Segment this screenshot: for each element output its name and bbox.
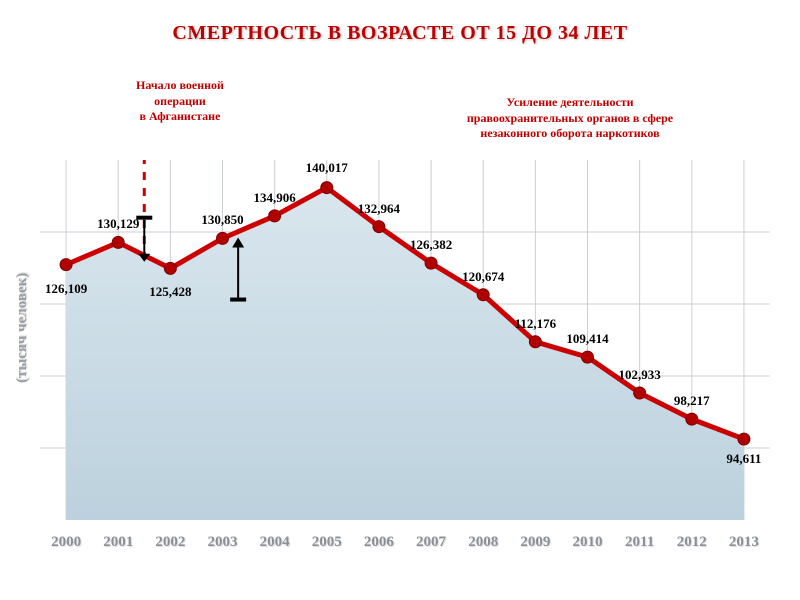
data-point-label: 140,017 bbox=[306, 160, 348, 176]
data-point-label: 109,414 bbox=[566, 331, 608, 347]
x-tick-label: 2007 bbox=[405, 534, 457, 551]
x-tick-label: 2004 bbox=[249, 534, 301, 551]
x-tick-label: 2003 bbox=[196, 534, 248, 551]
x-axis: 2000200120022003200420052006200720082009… bbox=[40, 534, 770, 551]
data-point-label: 125,428 bbox=[149, 284, 191, 300]
chart-title: СМЕРТНОСТЬ В ВОЗРАСТЕ ОТ 15 ДО 34 ЛЕТ bbox=[0, 22, 800, 45]
data-point-label: 130,850 bbox=[201, 212, 243, 228]
data-point-label: 102,933 bbox=[619, 367, 661, 383]
annotation-left: Начало военнойоперациив Афганистане bbox=[95, 78, 265, 125]
x-tick-label: 2013 bbox=[718, 534, 770, 551]
data-point-label: 130,129 bbox=[97, 216, 139, 232]
data-point-label: 120,674 bbox=[462, 269, 504, 285]
x-tick-label: 2011 bbox=[614, 534, 666, 551]
x-tick-label: 2005 bbox=[301, 534, 353, 551]
data-point-label: 126,382 bbox=[410, 237, 452, 253]
data-point-label: 112,176 bbox=[515, 316, 557, 332]
plot-area bbox=[40, 160, 770, 520]
x-tick-label: 2000 bbox=[40, 534, 92, 551]
x-tick-label: 2008 bbox=[457, 534, 509, 551]
data-point-label: 98,217 bbox=[674, 393, 710, 409]
x-tick-label: 2009 bbox=[509, 534, 561, 551]
x-tick-label: 2010 bbox=[561, 534, 613, 551]
x-tick-label: 2006 bbox=[353, 534, 405, 551]
chart-root: СМЕРТНОСТЬ В ВОЗРАСТЕ ОТ 15 ДО 34 ЛЕТ На… bbox=[0, 0, 800, 600]
annotation-right: Усиление деятельностиправоохранительных … bbox=[410, 95, 730, 142]
data-point-label: 126,109 bbox=[45, 281, 87, 297]
x-tick-label: 2002 bbox=[144, 534, 196, 551]
data-point-label: 134,906 bbox=[254, 190, 296, 206]
y-axis-label: (тысяч человек) bbox=[14, 273, 31, 383]
x-tick-label: 2001 bbox=[92, 534, 144, 551]
data-point-label: 132,964 bbox=[358, 201, 400, 217]
x-tick-label: 2012 bbox=[666, 534, 718, 551]
data-point-label: 94,611 bbox=[726, 451, 761, 467]
